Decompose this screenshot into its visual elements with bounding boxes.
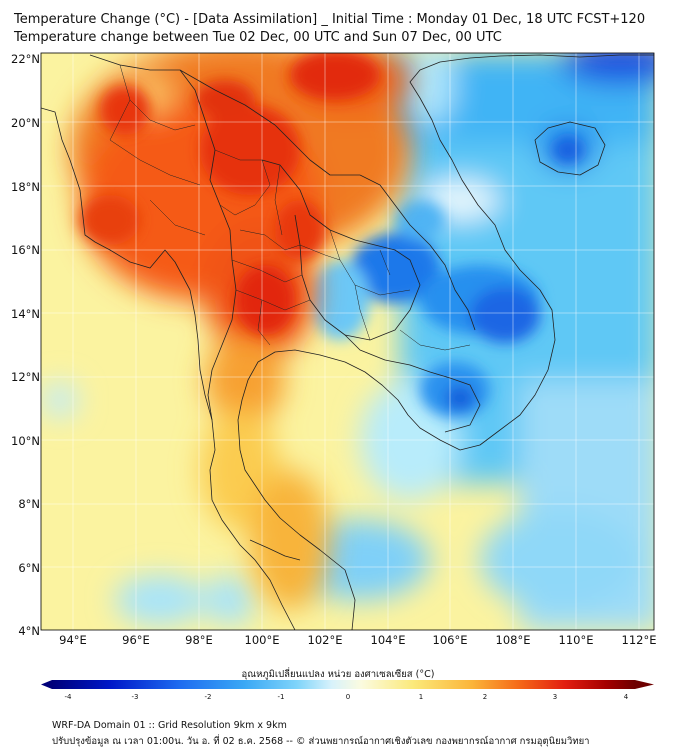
coastline-hainan bbox=[534, 121, 606, 176]
colorbar-tick: 0 bbox=[345, 693, 351, 701]
lat-label: 20°N bbox=[11, 116, 40, 130]
lat-label: 16°N bbox=[11, 243, 40, 257]
colorbar-tick: 2 bbox=[482, 693, 488, 701]
internal-provinces-north bbox=[214, 149, 311, 346]
lat-lon-grid bbox=[41, 53, 654, 630]
coastline-myanmar-thailand-malaysia bbox=[41, 107, 296, 630]
colorbar-tick: -1 bbox=[277, 693, 285, 701]
lat-label: 6°N bbox=[18, 561, 40, 575]
lon-label: 106°E bbox=[432, 633, 468, 647]
border-myanmar-thailand bbox=[179, 69, 237, 421]
lat-label: 12°N bbox=[11, 370, 40, 384]
chart-title: Temperature Change (°C) - [Data Assimila… bbox=[14, 12, 646, 27]
lon-label: 96°E bbox=[122, 633, 150, 647]
border-myanmar-china bbox=[89, 54, 360, 176]
lat-label: 8°N bbox=[18, 497, 40, 511]
internal-provinces-east bbox=[299, 229, 471, 351]
footer-credit: ปรับปรุงข้อมูล ณ เวลา 01:00น. วัน อ. ที่… bbox=[52, 736, 590, 747]
lon-label: 98°E bbox=[185, 633, 213, 647]
lat-label: 22°N bbox=[11, 52, 40, 66]
lon-label: 102°E bbox=[307, 633, 343, 647]
lat-label: 10°N bbox=[11, 434, 40, 448]
lon-label: 104°E bbox=[370, 633, 406, 647]
footer-model-info: WRF-DA Domain 01 :: Grid Resolution 9km … bbox=[52, 720, 287, 731]
border-laos-vietnam bbox=[359, 174, 476, 331]
lon-label: 112°E bbox=[621, 633, 657, 647]
colorbar bbox=[41, 680, 654, 689]
border-cambodia bbox=[344, 334, 481, 433]
lat-label: 4°N bbox=[18, 624, 40, 638]
lat-label: 14°N bbox=[11, 307, 40, 321]
internal-provinces-myanmar bbox=[109, 64, 206, 236]
lat-label: 18°N bbox=[11, 180, 40, 194]
colorbar-tick: -2 bbox=[204, 693, 212, 701]
colorbar-tick: 4 bbox=[623, 693, 629, 701]
colorbar-tick: 3 bbox=[552, 693, 558, 701]
lon-label: 108°E bbox=[495, 633, 531, 647]
colorbar-tick: 1 bbox=[418, 693, 424, 701]
lon-label: 94°E bbox=[59, 633, 87, 647]
colorbar-tick: -3 bbox=[131, 693, 139, 701]
coastline-gulf-of-thailand bbox=[237, 54, 654, 630]
colorbar-title: อุณหภูมิเปลี่ยนแปลง หน่วย องศาเซลเซียส (… bbox=[241, 669, 435, 680]
lon-label: 100°E bbox=[244, 633, 280, 647]
colorbar-tick: -4 bbox=[64, 693, 72, 701]
lon-label: 110°E bbox=[558, 633, 594, 647]
map-frame bbox=[40, 52, 655, 631]
chart-subtitle: Temperature change between Tue 02 Dec, 0… bbox=[14, 30, 502, 45]
border-thailand-malaysia bbox=[249, 539, 301, 561]
